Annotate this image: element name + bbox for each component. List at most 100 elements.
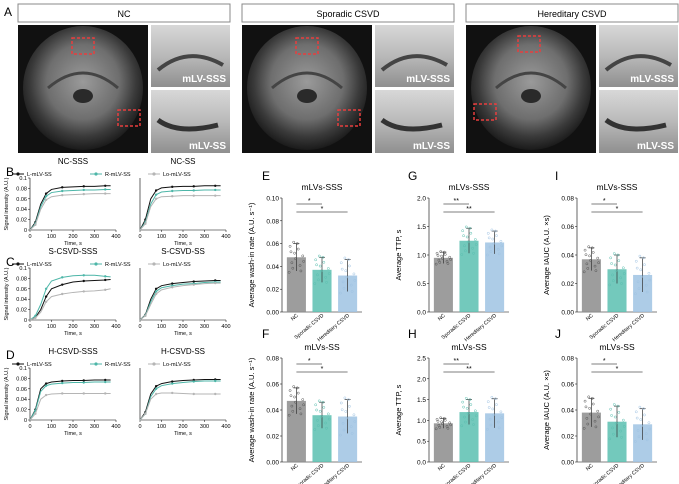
mri-ventricle xyxy=(47,71,119,90)
x-tick-label: 200 xyxy=(68,424,77,430)
data-point xyxy=(616,253,620,257)
mri-group-1: mLV-SSS mLV-SS xyxy=(242,25,454,153)
mri-ventricle xyxy=(495,71,567,90)
series-point xyxy=(192,280,195,283)
y-axis-label: Signal intensity (A.U.) xyxy=(4,367,10,420)
legend-label: L-mLV-SS xyxy=(27,172,52,178)
data-point xyxy=(326,267,330,270)
data-point xyxy=(317,424,320,427)
data-point xyxy=(302,403,305,407)
series-point xyxy=(214,281,217,285)
y-tick-label: 0.06 xyxy=(266,241,279,248)
data-point xyxy=(638,254,642,258)
data-point xyxy=(443,418,447,422)
series-point xyxy=(34,223,37,226)
series-point xyxy=(154,287,158,290)
data-point xyxy=(622,425,626,428)
data-point xyxy=(488,417,492,421)
data-point xyxy=(446,262,450,265)
inset-sss-label: mLV-SSS xyxy=(406,74,450,85)
data-point xyxy=(466,411,470,415)
data-point xyxy=(589,259,592,262)
x-tick-label: 0 xyxy=(138,424,141,430)
panel-letter-C: C xyxy=(6,255,15,269)
data-point xyxy=(596,256,600,260)
data-point xyxy=(326,412,330,416)
data-point xyxy=(464,397,468,400)
significance-label: ** xyxy=(466,206,472,213)
series-point xyxy=(171,286,174,289)
data-point xyxy=(325,281,328,284)
data-point xyxy=(472,423,475,426)
y-tick-label: 0.02 xyxy=(266,287,279,294)
line-chart-D-right: H-CSVD-SS 0 100 200 300 400 Time, s xyxy=(138,347,230,437)
data-point xyxy=(612,252,616,255)
chart-title: NC-SSS xyxy=(58,157,88,166)
data-point xyxy=(636,280,640,284)
chart-title: S-CSVD-SSS xyxy=(49,247,98,256)
y-tick-label: 0.06 xyxy=(16,387,27,393)
y-tick-label: 0.08 xyxy=(561,356,574,363)
y-tick-label: 0.06 xyxy=(561,224,574,231)
series-point xyxy=(192,185,195,188)
data-point xyxy=(582,270,586,274)
inset-ss-vessel xyxy=(156,117,219,132)
data-point xyxy=(296,247,300,251)
category-label: NC xyxy=(437,463,447,473)
data-point xyxy=(490,228,494,232)
data-point xyxy=(637,287,641,290)
y-axis-label: Average IAUC (A.U. ×s) xyxy=(542,370,551,450)
data-point xyxy=(314,258,318,262)
inset-sss-vessel xyxy=(156,54,224,72)
data-point xyxy=(648,278,652,282)
data-point xyxy=(464,225,468,229)
series-point xyxy=(82,188,85,192)
series-point xyxy=(82,379,85,382)
data-point xyxy=(486,400,490,404)
data-point xyxy=(620,435,623,439)
x-tick-label: 300 xyxy=(200,234,209,240)
data-point xyxy=(497,426,501,430)
data-point xyxy=(487,236,491,240)
data-point xyxy=(294,400,297,404)
series-point xyxy=(34,412,37,415)
x-tick-label: 400 xyxy=(221,234,230,240)
inset-sss-vessel xyxy=(604,54,672,72)
roi-box-sss xyxy=(517,35,541,53)
data-point xyxy=(443,253,447,256)
data-point xyxy=(486,427,489,431)
data-point xyxy=(340,408,344,412)
data-point xyxy=(490,395,494,399)
data-point xyxy=(585,416,589,420)
significance-label: ** xyxy=(453,198,459,205)
series-point xyxy=(144,314,147,318)
data-point xyxy=(317,254,321,258)
category-label: NC xyxy=(437,313,447,323)
data-point xyxy=(289,394,293,398)
y-tick-label: 2.0 xyxy=(417,196,426,203)
x-axis-label: Time, s xyxy=(64,241,82,247)
series-line-1 xyxy=(29,274,111,321)
data-point xyxy=(439,416,443,420)
data-point xyxy=(438,425,442,429)
data-point xyxy=(495,234,498,237)
data-point xyxy=(298,264,302,267)
series-point xyxy=(171,189,174,193)
data-point xyxy=(486,231,490,235)
data-point xyxy=(293,395,296,399)
data-point xyxy=(471,246,474,250)
data-point xyxy=(469,231,473,235)
data-point xyxy=(468,398,472,401)
panel-letter-E: E xyxy=(262,169,270,183)
data-point xyxy=(644,283,648,287)
y-tick-label: 0.00 xyxy=(561,460,574,467)
bar-chart-I: mLVs-SSS 0.00 0.02 0.04 0.06 0.08 Average IAUC… xyxy=(542,182,657,343)
x-tick-label: 200 xyxy=(178,424,187,430)
data-point xyxy=(291,409,295,413)
data-point xyxy=(324,275,327,279)
data-point xyxy=(437,258,441,262)
series-line-1 xyxy=(139,380,221,421)
data-point xyxy=(442,250,446,254)
data-point xyxy=(322,406,326,409)
data-point xyxy=(440,254,443,258)
